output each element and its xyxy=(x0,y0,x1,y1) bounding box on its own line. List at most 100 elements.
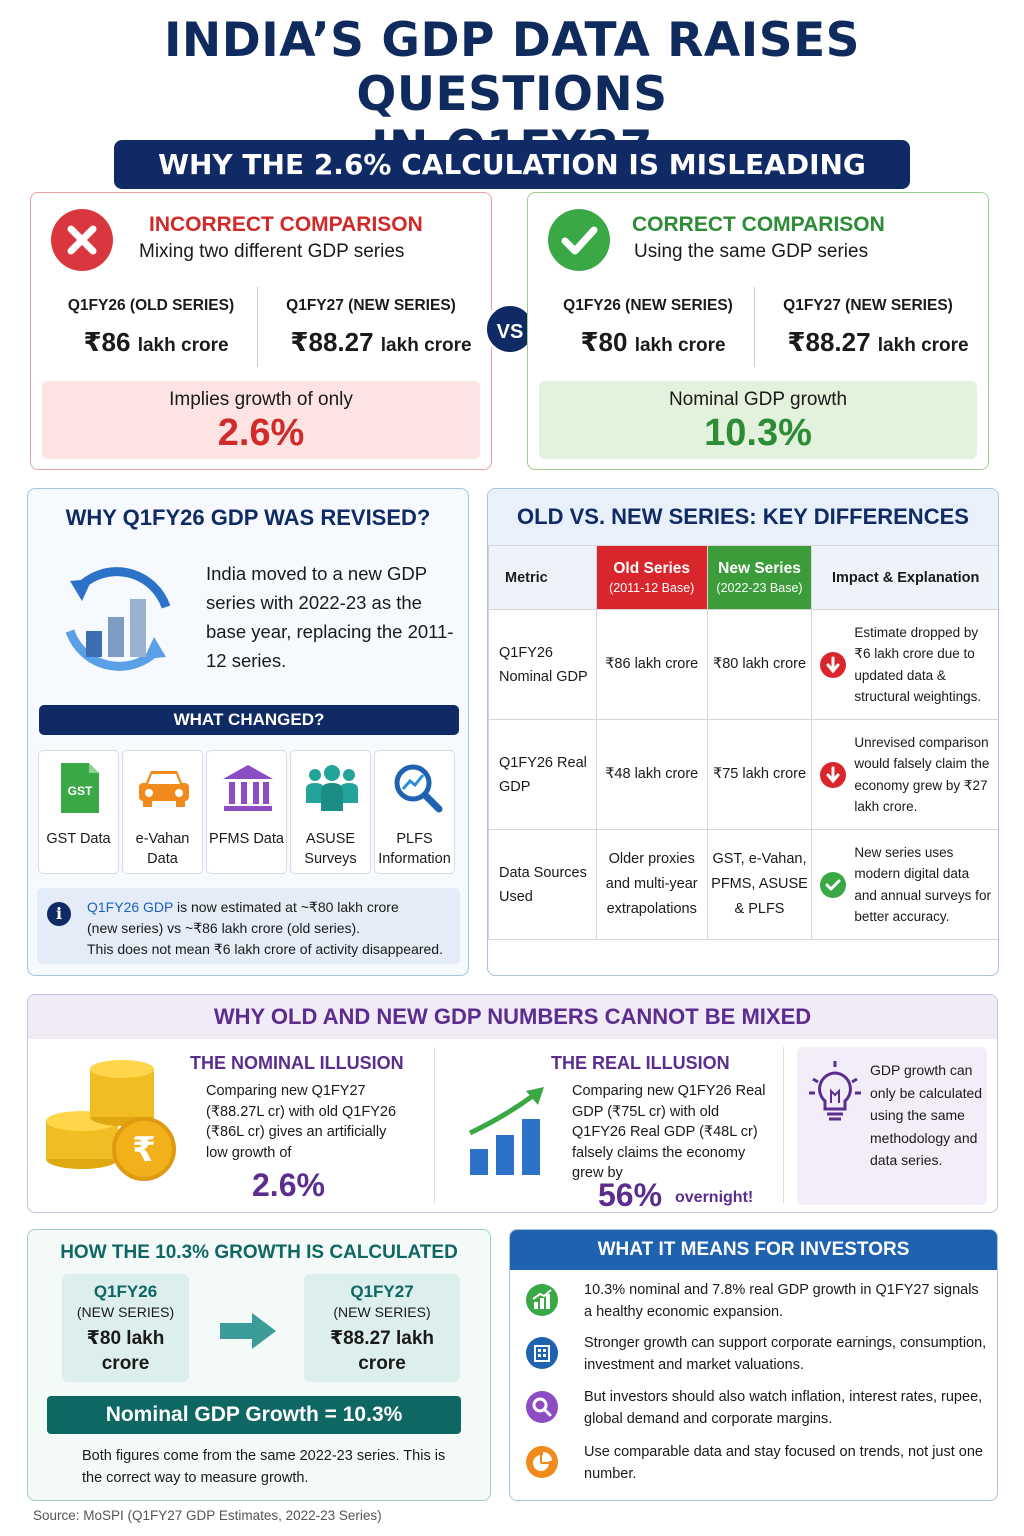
header-impact: Impact & Explanation xyxy=(811,545,998,610)
magnifier-chart-icon xyxy=(391,761,443,818)
calculation-footnote: Both figures come from the same 2022-23 … xyxy=(82,1448,446,1486)
down-arrow-icon xyxy=(820,761,847,788)
info-text: Q1FY26 GDP is now estimated at ~₹80 lakh… xyxy=(87,899,443,957)
incorrect-result: Implies growth of only 2.6% xyxy=(42,381,480,459)
gst-document-icon: GST xyxy=(59,761,101,820)
incorrect-comparison-card: INCORRECT COMPARISON Mixing two differen… xyxy=(30,192,492,470)
divider xyxy=(434,1047,435,1203)
growth-result-bar: Nominal GDP Growth = 10.3% xyxy=(47,1396,461,1434)
incorrect-col1-label: Q1FY26 (OLD SERIES) xyxy=(67,297,235,314)
real-illusion-title: THE REAL ILLUSION xyxy=(551,1053,730,1073)
table-row: Data Sources Used Older proxies and mult… xyxy=(488,829,998,940)
incorrect-col2-label: Q1FY27 (NEW SERIES) xyxy=(286,297,456,314)
correct-col1-value: ₹80 lakh crore xyxy=(580,327,726,357)
q1fy27-box: Q1FY27 (NEW SERIES) ₹88.27 lakh crore xyxy=(304,1274,460,1382)
growth-chart-icon xyxy=(526,1284,558,1316)
cross-icon xyxy=(51,209,113,271)
nominal-illusion-title: THE NOMINAL ILLUSION xyxy=(190,1053,404,1073)
growth-bars-icon xyxy=(464,1081,564,1186)
info-note: i Q1FY26 GDP is now estimated at ~₹80 la… xyxy=(37,888,460,964)
row-metric: Data Sources Used xyxy=(488,829,597,940)
incorrect-heading: INCORRECT COMPARISON xyxy=(149,213,423,236)
correct-col2-value: ₹88.27 lakh crore xyxy=(787,327,969,357)
down-arrow-icon xyxy=(820,651,847,678)
people-icon xyxy=(303,763,361,818)
real-illusion-text: Comparing new Q1FY26 Real GDP (₹75L cr) … xyxy=(572,1083,766,1181)
tile-label: GST Data xyxy=(46,831,111,847)
row-new: ₹75 lakh crore xyxy=(706,719,813,830)
key-differences-heading: OLD VS. NEW SERIES: KEY DIFFERENCES xyxy=(488,489,998,545)
tile-label: PFMS Data xyxy=(209,831,284,847)
table-header-row: Metric Old Series (2011-12 Base) New Seri… xyxy=(488,545,998,610)
methodology-tip: GDP growth can only be calculated using … xyxy=(797,1047,987,1205)
row-new: ₹80 lakh crore xyxy=(706,609,813,720)
section-banner: WHY THE 2.6% CALCULATION IS MISLEADING xyxy=(114,140,910,189)
tile-plfs: PLFS Information xyxy=(374,750,455,874)
lightbulb-icon xyxy=(807,1059,863,1134)
correct-heading: CORRECT COMPARISON xyxy=(632,213,885,236)
bank-building-icon xyxy=(221,763,275,818)
methodology-tip-text: GDP growth can only be calculated using … xyxy=(870,1062,983,1168)
tile-asuse: ASUSE Surveys xyxy=(290,750,371,874)
tile-pfms: PFMS Data xyxy=(206,750,287,874)
tile-evahan: e-Vahan Data xyxy=(122,750,203,874)
row-metric: Q1FY26 Real GDP xyxy=(488,719,597,830)
row-impact: Unrevised comparison would falsely claim… xyxy=(811,719,998,830)
search-icon xyxy=(526,1391,558,1423)
table-row: Q1FY26 Nominal GDP ₹86 lakh crore ₹80 la… xyxy=(488,609,998,720)
row-old: Older proxies and multi-year extrapolati… xyxy=(595,829,708,940)
growth-calculation-heading: HOW THE 10.3% GROWTH IS CALCULATED xyxy=(60,1242,458,1263)
divider xyxy=(754,287,755,367)
correct-result-label: Nominal GDP growth xyxy=(668,389,848,410)
svg-text:₹: ₹ xyxy=(132,1130,156,1170)
check-icon xyxy=(820,871,847,898)
row-impact: Estimate dropped by ₹6 lakh crore due to… xyxy=(811,609,998,720)
row-old: ₹48 lakh crore xyxy=(595,719,708,830)
key-differences-panel: OLD VS. NEW SERIES: KEY DIFFERENCES Metr… xyxy=(487,488,999,976)
incorrect-subheading: Mixing two different GDP series xyxy=(139,241,405,262)
header-metric: Metric xyxy=(488,545,597,610)
why-revised-panel: WHY Q1FY26 GDP WAS REVISED? India moved … xyxy=(27,488,469,976)
incorrect-result-value: 2.6% xyxy=(217,412,305,454)
why-revised-heading: WHY Q1FY26 GDP WAS REVISED? xyxy=(65,505,431,530)
correct-subheading: Using the same GDP series xyxy=(634,241,869,262)
correct-result: Nominal GDP growth 10.3% xyxy=(539,381,977,459)
tile-label: ASUSE Surveys xyxy=(304,831,357,867)
header-old-series: Old Series (2011-12 Base) xyxy=(595,545,708,610)
row-impact: New series uses modern digital data and … xyxy=(811,829,998,940)
what-changed-bar: WHAT CHANGED? xyxy=(39,705,459,735)
investors-heading: WHAT IT MEANS FOR INVESTORS xyxy=(510,1230,997,1270)
tile-label: e-Vahan Data xyxy=(135,831,190,867)
correct-col1-label: Q1FY26 (NEW SERIES) xyxy=(563,297,733,314)
divider xyxy=(257,287,258,367)
correct-result-value: 10.3% xyxy=(704,412,812,454)
incorrect-col1-value: ₹86 lakh crore xyxy=(83,327,229,357)
pie-chart-icon xyxy=(526,1446,558,1478)
row-new: GST, e-Vahan, PFMS, ASUSE & PLFS xyxy=(706,829,813,940)
divider xyxy=(783,1047,784,1203)
right-arrow-icon xyxy=(220,1313,276,1349)
header-new-series: New Series (2022-23 Base) xyxy=(706,545,813,610)
real-illusion-suffix: overnight! xyxy=(675,1189,754,1206)
source-note: Source: MoSPI (Q1FY27 GDP Estimates, 202… xyxy=(33,1508,382,1523)
tile-gst: GST GST Data xyxy=(38,750,119,874)
row-old: ₹86 lakh crore xyxy=(595,609,708,720)
gst-badge-text: GST xyxy=(68,784,93,798)
cannot-be-mixed-panel: WHY OLD AND NEW GDP NUMBERS CANNOT BE MI… xyxy=(27,994,998,1213)
row-metric: Q1FY26 Nominal GDP xyxy=(488,609,597,720)
differences-table: Metric Old Series (2011-12 Base) New Seri… xyxy=(488,545,998,940)
why-revised-text: India moved to a new GDP series with 202… xyxy=(206,563,454,671)
cannot-be-mixed-heading: WHY OLD AND NEW GDP NUMBERS CANNOT BE MI… xyxy=(28,995,997,1039)
refresh-chart-icon xyxy=(48,549,188,689)
incorrect-col2-value: ₹88.27 lakh crore xyxy=(290,327,472,357)
real-illusion-value: 56% xyxy=(598,1177,663,1213)
correct-col2-label: Q1FY27 (NEW SERIES) xyxy=(783,297,953,314)
correct-comparison-card: CORRECT COMPARISON Using the same GDP se… xyxy=(527,192,989,470)
tile-label: PLFS Information xyxy=(378,831,451,867)
car-icon xyxy=(135,765,193,816)
nominal-illusion-value: 2.6% xyxy=(252,1167,325,1203)
incorrect-result-label: Implies growth of only xyxy=(169,389,353,410)
nominal-illusion-text: Comparing new Q1FY27 (₹88.27L cr) with o… xyxy=(206,1083,397,1161)
growth-calculation-panel: HOW THE 10.3% GROWTH IS CALCULATED Q1FY2… xyxy=(27,1229,491,1501)
rupee-coins-icon: ₹ xyxy=(42,1057,182,1202)
